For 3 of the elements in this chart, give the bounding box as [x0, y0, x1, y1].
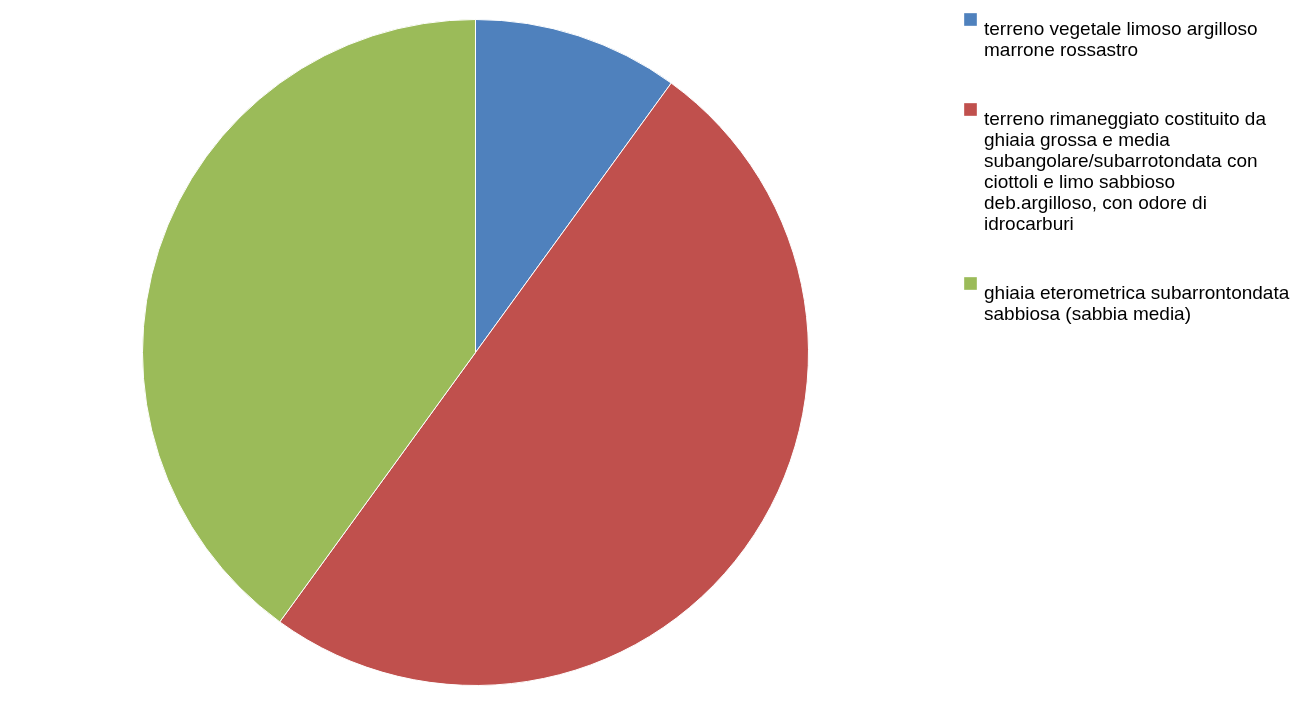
legend-label: terreno vegetale limoso argilloso marrone rossastro — [984, 17, 1258, 60]
legend-label: terreno rimaneggiato costituito da ghiaia grossa e media subangolare/subarrotondata con ciottoli e limo sabbioso deb.argilloso, con odore di idrocarburi — [984, 107, 1267, 234]
legend-label: ghiaia eterometrica subarrontondata sabbiosa (sabbia media) — [984, 281, 1290, 324]
